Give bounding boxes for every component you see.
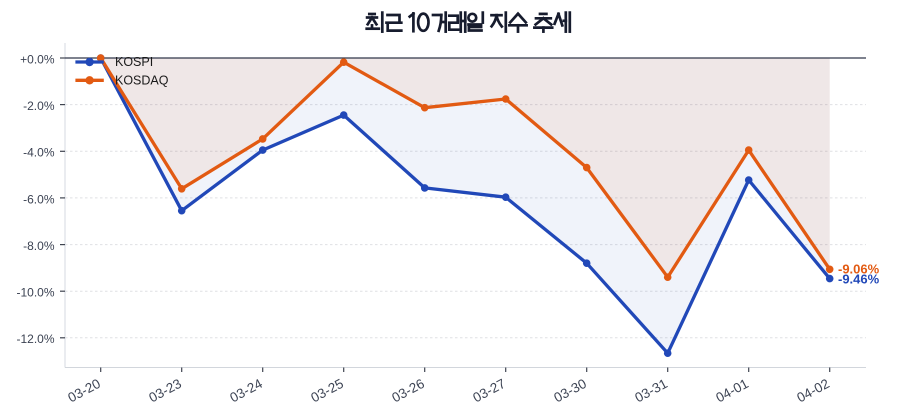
svg-text:-8.0%: -8.0%: [23, 239, 55, 253]
svg-text:-2.0%: -2.0%: [23, 99, 55, 113]
svg-text:-10.0%: -10.0%: [16, 286, 54, 300]
svg-text:-9.06%: -9.06%: [838, 262, 880, 277]
svg-text:-12.0%: -12.0%: [16, 332, 54, 346]
svg-text:-4.0%: -4.0%: [23, 146, 55, 160]
svg-text:-6.0%: -6.0%: [23, 192, 55, 206]
svg-text:KOSDAQ: KOSDAQ: [115, 73, 169, 87]
svg-text:+0.0%: +0.0%: [20, 52, 55, 66]
svg-text:KOSPI: KOSPI: [115, 55, 153, 69]
svg-text:-9.46%: -9.46%: [838, 271, 880, 286]
